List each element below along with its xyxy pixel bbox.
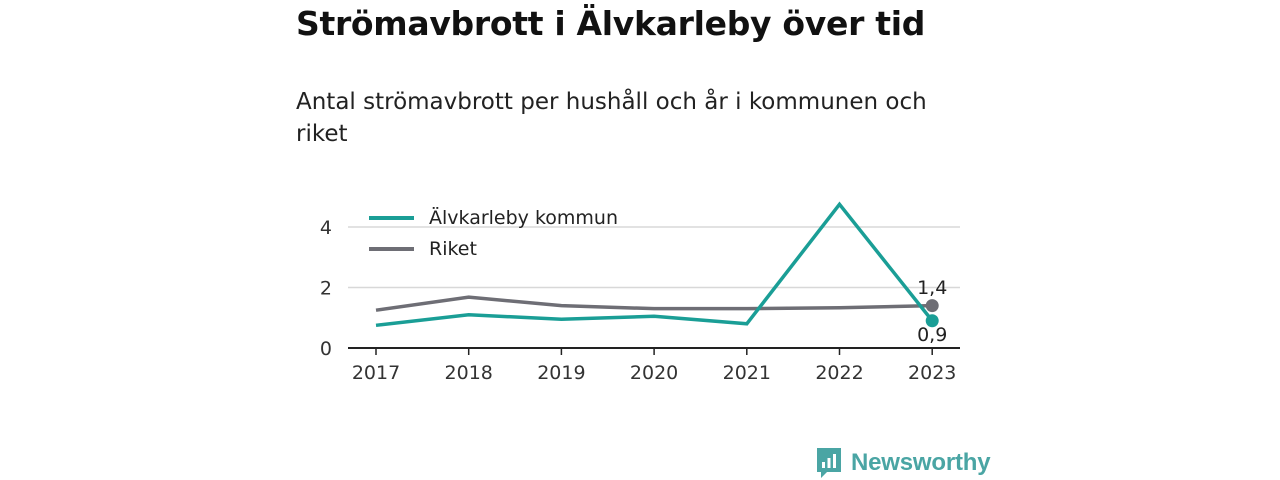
series-line-riket: [375, 295, 933, 312]
legend-label: Riket: [429, 238, 477, 260]
end-label-alvkarleby: 0,9: [917, 324, 947, 346]
brand-name: Newsworthy: [851, 449, 991, 476]
series-line-alvkarleby: [375, 201, 934, 328]
x-tick-label: 2017: [352, 362, 400, 384]
endpoint-marker-riket: [925, 299, 939, 313]
newsworthy-logo: Newsworthy: [815, 446, 991, 480]
x-tick-label: 2018: [445, 362, 493, 384]
legend-label: Älvkarleby kommun: [429, 206, 618, 229]
endpoint-marker-alvkarleby: [925, 314, 939, 328]
x-tick-label: 2022: [815, 362, 863, 384]
x-tick-label: 2023: [908, 362, 956, 384]
y-tick-label: 0: [320, 338, 332, 360]
x-axis: 2017 2018 2019 2020 2021 2022 2023: [348, 347, 960, 384]
legend: Älvkarleby kommun Riket: [369, 206, 618, 260]
series-lines: [375, 201, 939, 328]
x-tick-label: 2020: [630, 362, 678, 384]
y-tick-label: 2: [320, 278, 332, 300]
newsworthy-logo-icon: [817, 448, 841, 478]
chart-subtitle: Antal strömavbrott per hushåll och år i …: [296, 89, 927, 147]
chart-title: Strömavbrott i Älvkarleby över tid: [296, 4, 926, 43]
x-tick-label: 2021: [723, 362, 771, 384]
x-tick-label: 2019: [537, 362, 585, 384]
end-label-riket: 1,4: [917, 277, 947, 299]
end-labels: 1,4 0,9: [917, 277, 947, 346]
y-tick-label: 4: [320, 217, 332, 239]
y-axis-ticks: 0 2 4: [320, 217, 332, 360]
